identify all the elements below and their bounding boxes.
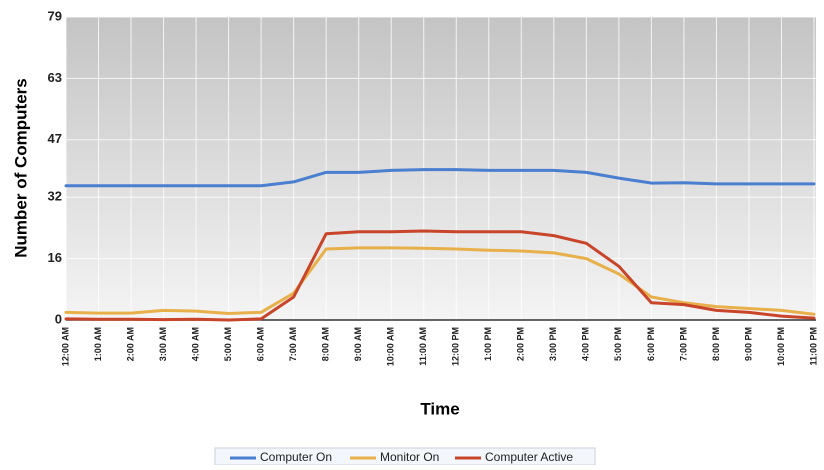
x-tick-label: 6:00 AM <box>256 327 266 361</box>
y-tick-label: 16 <box>48 250 62 265</box>
y-tick-label: 79 <box>48 8 62 23</box>
x-tick-label: 11:00 PM <box>808 327 818 366</box>
x-tick-label: 7:00 AM <box>288 327 298 361</box>
y-tick-label: 47 <box>48 131 62 146</box>
legend-label: Computer On <box>260 450 332 464</box>
x-tick-label: 2:00 AM <box>125 327 135 361</box>
x-axis-label: Time <box>420 399 459 418</box>
x-tick-label: 5:00 AM <box>223 327 233 361</box>
x-tick-label: 4:00 PM <box>581 327 591 361</box>
y-tick-label: 63 <box>48 70 62 85</box>
x-tick-label: 10:00 AM <box>386 327 396 366</box>
y-tick-label: 32 <box>48 189 62 204</box>
line-series <box>64 246 816 316</box>
x-tick-label: 2:00 PM <box>516 327 526 361</box>
legend-label: Computer Active <box>485 450 573 464</box>
x-tick-label: 8:00 AM <box>321 327 331 361</box>
x-tick-label: 6:00 PM <box>646 327 656 361</box>
line-series <box>64 229 816 322</box>
y-tick-label: 0 <box>55 311 62 326</box>
x-tick-label: 11:00 AM <box>418 327 428 366</box>
x-tick-label: 12:00 AM <box>60 327 70 366</box>
x-tick-label: 7:00 PM <box>678 327 688 361</box>
legend-label: Monitor On <box>380 450 439 464</box>
x-tick-label: 4:00 AM <box>190 327 200 361</box>
line-series <box>64 168 816 188</box>
x-tick-label: 12:00 PM <box>451 327 461 366</box>
x-tick-label: 8:00 PM <box>711 327 721 361</box>
x-tick-label: 3:00 PM <box>548 327 558 361</box>
x-tick-label: 9:00 AM <box>353 327 363 361</box>
x-tick-label: 5:00 PM <box>613 327 623 361</box>
x-tick-label: 10:00 PM <box>776 327 786 366</box>
x-tick-label: 1:00 AM <box>93 327 103 361</box>
x-tick-label: 9:00 PM <box>743 327 753 361</box>
x-tick-label: 3:00 AM <box>158 327 168 361</box>
x-tick-label: 1:00 PM <box>483 327 493 361</box>
y-axis-label: Number of Computers <box>11 78 30 257</box>
